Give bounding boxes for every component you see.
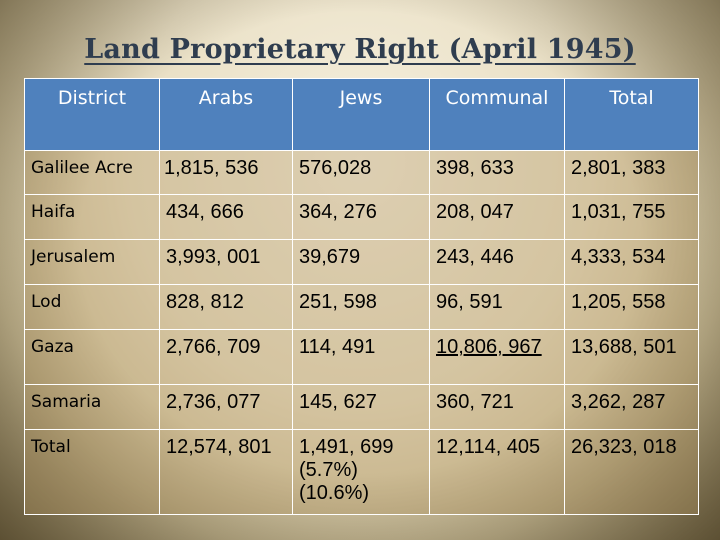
total-cell: 2,801, 383 (564, 150, 699, 195)
total-cell: 4,333, 534 (564, 239, 699, 285)
district-cell: Total (24, 429, 160, 515)
jews-cell: 576,028 (292, 150, 430, 195)
total-cell: 26,323, 018 (564, 429, 699, 515)
communal-cell: 12,114, 405 (429, 429, 565, 515)
arabs-cell: 2,766, 709 (159, 329, 293, 385)
page-title: Land Proprietary Right (April 1945) (84, 34, 636, 65)
jews-cell: 364, 276 (292, 194, 430, 240)
table-row: Galilee Acre 1,815, 536 576,028 398, 633… (24, 150, 699, 195)
jews-total-value: 1,491, 699 (299, 436, 394, 458)
total-cell: 13,688, 501 (564, 329, 699, 385)
district-cell: Lod (24, 284, 160, 330)
header-arabs: Arabs (159, 78, 293, 151)
table-row-total: Total 12,574, 801 1,491, 699 (5.7%) (10.… (24, 429, 699, 515)
communal-cell: 96, 591 (429, 284, 565, 330)
table-row: Samaria 2,736, 077 145, 627 360, 721 3,2… (24, 384, 699, 430)
arabs-cell: 3,993, 001 (159, 239, 293, 285)
jews-cell: 114, 491 (292, 329, 430, 385)
communal-cell: 243, 446 (429, 239, 565, 285)
jews-cell: 251, 598 (292, 284, 430, 330)
table-row: Haifa 434, 666 364, 276 208, 047 1,031, … (24, 194, 699, 240)
district-cell: Gaza (24, 329, 160, 385)
table-row: Gaza 2,766, 709 114, 491 10,806, 967 13,… (24, 329, 699, 385)
jews-cell: 39,679 (292, 239, 430, 285)
header-jews: Jews (292, 78, 430, 151)
header-total: Total (564, 78, 699, 151)
district-cell: Samaria (24, 384, 160, 430)
district-cell: Jerusalem (24, 239, 160, 285)
table-row: Lod 828, 812 251, 598 96, 591 1,205, 558 (24, 284, 699, 330)
jews-cell: 145, 627 (292, 384, 430, 430)
arabs-cell: 434, 666 (159, 194, 293, 240)
arabs-cell: 1,815, 536 (159, 150, 293, 195)
arabs-cell: 2,736, 077 (159, 384, 293, 430)
header-district: District (24, 78, 160, 151)
district-cell: Galilee Acre (24, 150, 160, 195)
arabs-cell: 828, 812 (159, 284, 293, 330)
jews-cell: 1,491, 699 (5.7%) (10.6%) (292, 429, 430, 515)
total-cell: 1,031, 755 (564, 194, 699, 240)
district-cell: Haifa (24, 194, 160, 240)
header-communal: Communal (429, 78, 565, 151)
land-table: District Arabs Jews Communal Total Galil… (24, 78, 699, 515)
header-row: District Arabs Jews Communal Total (24, 78, 699, 151)
jews-total-percent-2: (10.6%) (299, 482, 370, 504)
communal-cell: 398, 633 (429, 150, 565, 195)
jews-total-percent-1: (5.7%) (299, 459, 358, 481)
communal-cell: 10,806, 967 (429, 329, 565, 385)
communal-cell: 360, 721 (429, 384, 565, 430)
table-row: Jerusalem 3,993, 001 39,679 243, 446 4,3… (24, 239, 699, 285)
communal-cell: 208, 047 (429, 194, 565, 240)
arabs-cell: 12,574, 801 (159, 429, 293, 515)
total-cell: 3,262, 287 (564, 384, 699, 430)
total-cell: 1,205, 558 (564, 284, 699, 330)
